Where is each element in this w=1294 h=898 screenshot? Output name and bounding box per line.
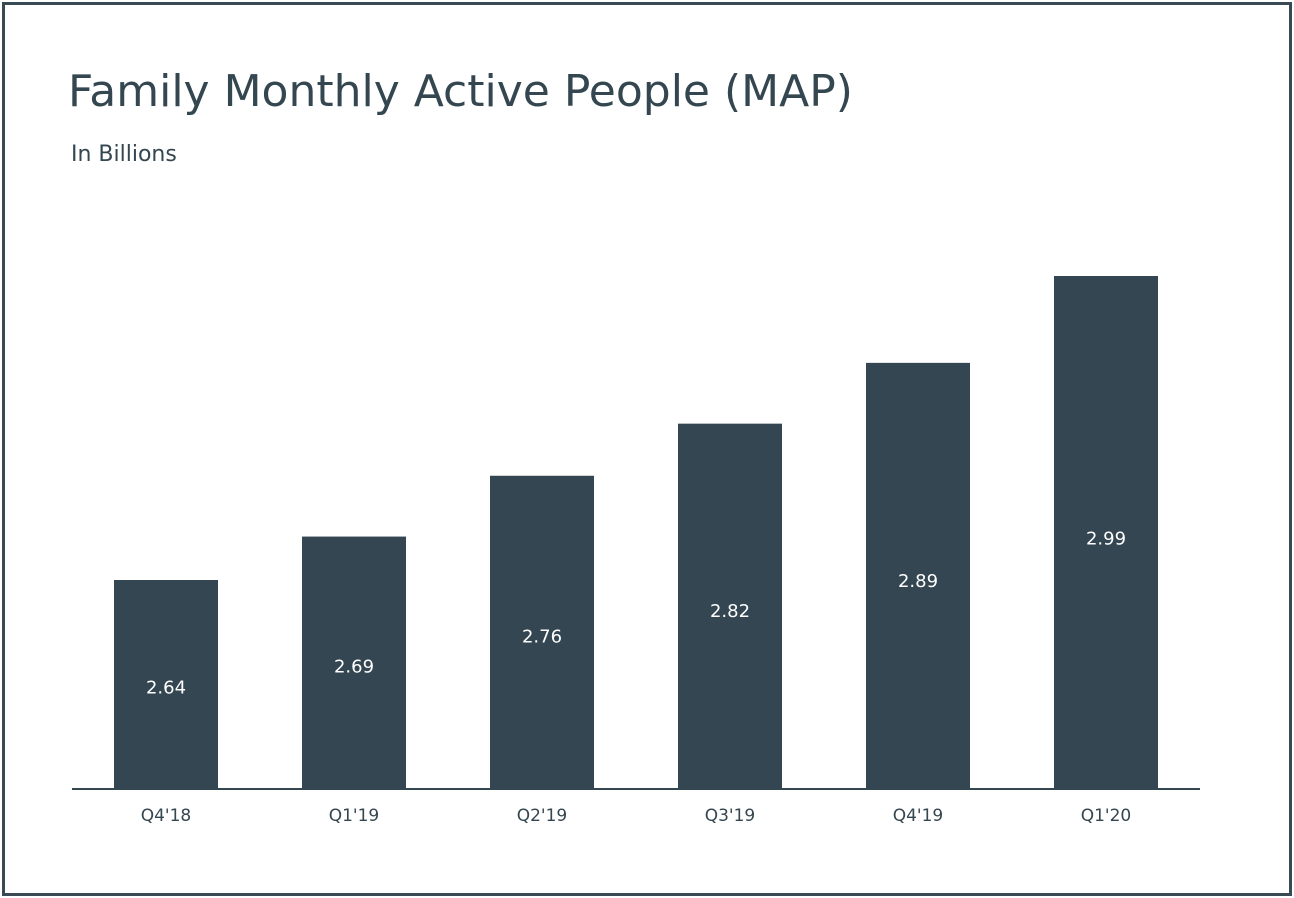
bar-0 [114,580,218,789]
value-label-0: 2.64 [146,678,186,699]
x-tick-label-1: Q1'19 [329,806,380,826]
bar-3 [678,423,782,789]
value-label-1: 2.69 [334,656,374,677]
value-label-2: 2.76 [522,627,562,648]
x-tick-label-0: Q4'18 [141,806,192,826]
value-label-5: 2.99 [1086,529,1126,550]
value-label-4: 2.89 [898,571,938,592]
x-tick-label-2: Q2'19 [517,806,568,826]
chart-title: Family Monthly Active People (MAP) [68,66,853,117]
bar-5 [1054,276,1158,789]
x-tick-label-3: Q3'19 [705,806,756,826]
x-tick-label-4: Q4'19 [893,806,944,826]
chart-subtitle: In Billions [71,142,177,167]
bar-1 [302,536,406,789]
value-label-3: 2.82 [710,601,750,622]
x-tick-label-5: Q1'20 [1081,806,1132,826]
bar-4 [866,362,970,789]
bar-2 [490,475,594,789]
